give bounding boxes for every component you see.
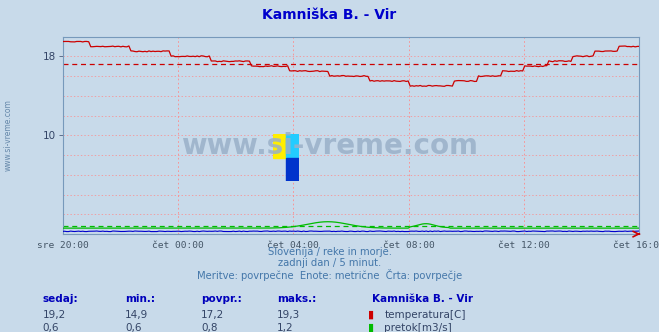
- Text: zadnji dan / 5 minut.: zadnji dan / 5 minut.: [278, 258, 381, 268]
- Text: pretok[m3/s]: pretok[m3/s]: [384, 323, 452, 332]
- Text: 0,6: 0,6: [125, 323, 142, 332]
- Text: sre 20:00: sre 20:00: [37, 241, 88, 250]
- Text: www.si-vreme.com: www.si-vreme.com: [4, 99, 13, 171]
- Text: sedaj:: sedaj:: [43, 294, 78, 304]
- Bar: [273, 134, 286, 158]
- Text: 14,9: 14,9: [125, 310, 148, 320]
- Text: www.si-vreme.com: www.si-vreme.com: [181, 132, 478, 160]
- Text: 0,6: 0,6: [43, 323, 59, 332]
- Text: čet 12:00: čet 12:00: [498, 241, 550, 250]
- Text: ▮: ▮: [368, 310, 374, 320]
- Text: 19,2: 19,2: [43, 310, 66, 320]
- Bar: [286, 134, 299, 158]
- Text: čet 16:00: čet 16:00: [614, 241, 659, 250]
- Text: Kamniška B. - Vir: Kamniška B. - Vir: [372, 294, 473, 304]
- Text: 19,3: 19,3: [277, 310, 300, 320]
- Text: Kamniška B. - Vir: Kamniška B. - Vir: [262, 8, 397, 22]
- Text: čet 08:00: čet 08:00: [383, 241, 434, 250]
- Text: 1,2: 1,2: [277, 323, 293, 332]
- Text: Meritve: povrpečne  Enote: metrične  Črta: povrpečje: Meritve: povrpečne Enote: metrične Črta:…: [197, 269, 462, 281]
- Text: 17,2: 17,2: [201, 310, 224, 320]
- Text: maks.:: maks.:: [277, 294, 316, 304]
- Text: ▮: ▮: [368, 323, 374, 332]
- Text: 0,8: 0,8: [201, 323, 217, 332]
- Text: Slovenija / reke in morje.: Slovenija / reke in morje.: [268, 247, 391, 257]
- Text: čet 04:00: čet 04:00: [268, 241, 319, 250]
- Text: povpr.:: povpr.:: [201, 294, 242, 304]
- Text: min.:: min.:: [125, 294, 156, 304]
- Text: čet 00:00: čet 00:00: [152, 241, 204, 250]
- Bar: [286, 158, 299, 181]
- Text: temperatura[C]: temperatura[C]: [384, 310, 466, 320]
